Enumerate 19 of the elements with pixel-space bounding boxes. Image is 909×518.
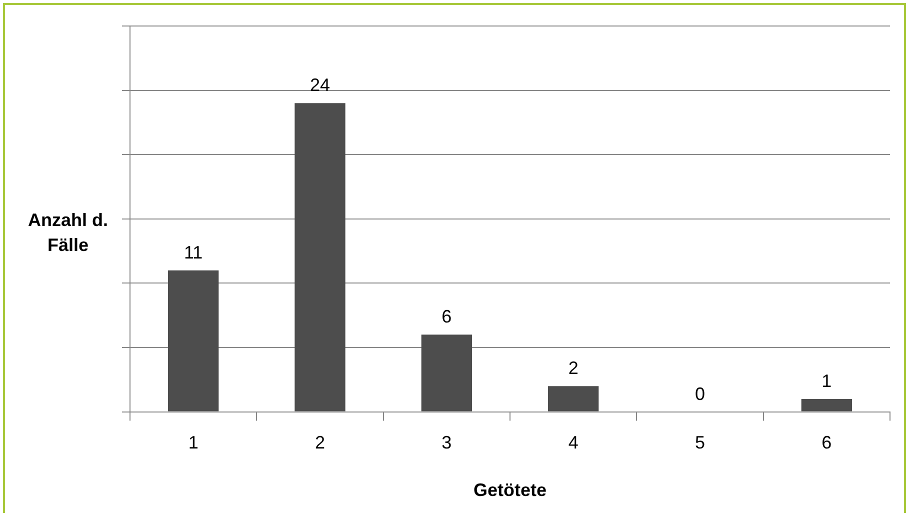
x-tick-label: 5 [694,432,706,453]
data-label: 2 [568,358,578,378]
data-label: 1 [822,370,832,391]
data-label: 24 [310,75,330,96]
bar [801,398,852,412]
x-tick-label: 3 [442,432,452,453]
x-tick-label: 2 [314,432,326,453]
data-label: 0 [694,384,706,404]
bar [294,103,346,412]
data-label: 6 [442,306,452,327]
data-label: 11 [184,242,203,262]
bar [168,270,219,412]
x-tick-label: 6 [822,432,832,453]
bar [548,386,599,412]
x-axis-title: Getötete [473,480,547,500]
x-tick-label: 4 [568,432,578,453]
y-axis-title: Anzahl d. Fälle [27,209,109,257]
x-tick-label: 1 [188,432,198,453]
bar [421,334,472,412]
